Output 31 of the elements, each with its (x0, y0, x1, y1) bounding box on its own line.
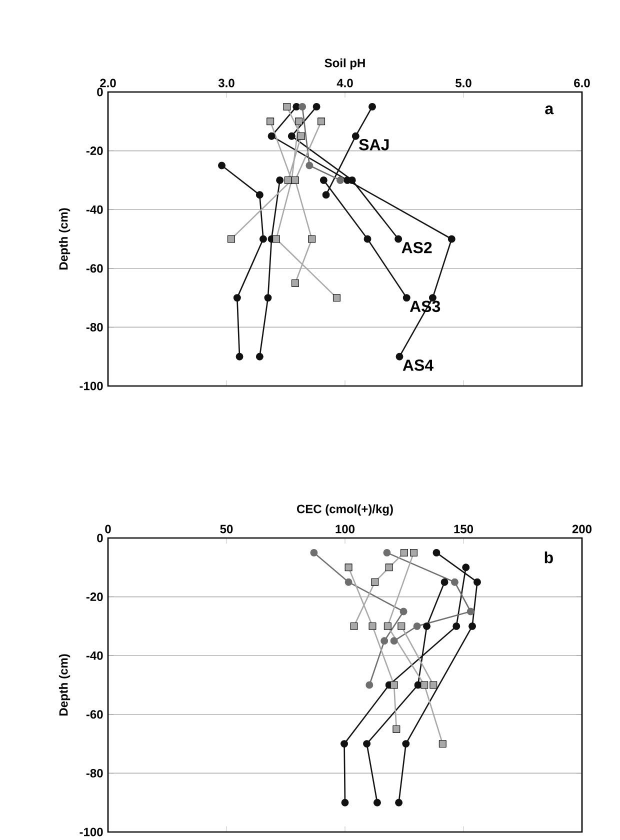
x-tick-label: 2.0 (100, 78, 116, 88)
annotation: AS4 (402, 360, 434, 371)
x-tick-label: 6.0 (574, 78, 590, 88)
y-tick-label: -100 (80, 828, 103, 836)
annotation: AS2 (402, 242, 432, 254)
y-tick-label: 0 (97, 88, 103, 96)
x-tick-label: 0 (105, 524, 111, 534)
x-tick-label: 50 (220, 524, 233, 534)
annotation: SAJ (359, 139, 389, 150)
y-tick-label: -40 (86, 651, 103, 660)
x-tick-label: 100 (336, 524, 355, 534)
x-axis-title: Soil pH (324, 58, 365, 70)
x-tick-label: 150 (454, 524, 474, 534)
y-axis-title: Depth (cm) (58, 208, 70, 270)
x-axis-title: CEC (cmol(+)/kg) (296, 504, 393, 516)
x-tick-label: 3.0 (218, 78, 234, 88)
y-tick-label: -60 (86, 710, 103, 719)
y-tick-label: -20 (86, 146, 103, 156)
y-tick-label: -60 (86, 264, 103, 273)
y-tick-label: 0 (97, 534, 103, 542)
y-tick-label: -20 (86, 592, 103, 602)
y-tick-label: -100 (80, 382, 103, 390)
annotation: a (545, 106, 554, 114)
x-tick-label: 5.0 (456, 78, 472, 88)
y-tick-label: -80 (86, 768, 103, 778)
y-tick-label: -80 (86, 322, 103, 332)
y-tick-label: -40 (86, 205, 103, 214)
x-tick-label: 4.0 (336, 78, 353, 88)
annotation: b (544, 552, 553, 564)
y-axis-title: Depth (cm) (58, 654, 70, 716)
x-tick-label: 200 (572, 524, 592, 534)
